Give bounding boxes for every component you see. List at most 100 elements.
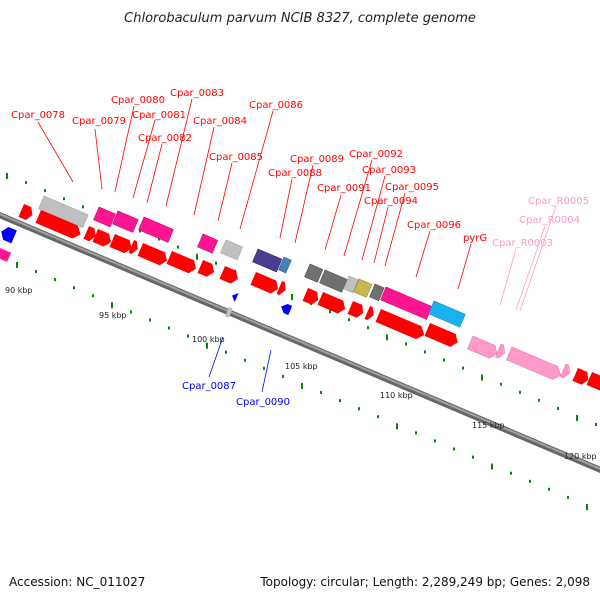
rna-gene-arrow — [560, 363, 570, 379]
feature-box — [93, 206, 116, 228]
gene-arrow — [347, 301, 364, 318]
gene-arrow — [35, 210, 81, 239]
feature-box — [278, 256, 292, 274]
rna-gene-arrow — [506, 346, 562, 380]
minor-tick — [149, 318, 151, 322]
feature-box — [112, 210, 139, 233]
minor-tick — [462, 366, 464, 370]
gene-arrow — [586, 372, 600, 393]
minor-tick — [177, 245, 179, 249]
major-tick — [16, 262, 18, 268]
leader-line — [294, 164, 314, 244]
gene-label[interactable]: Cpar_0085 — [209, 152, 263, 163]
leader-line — [261, 349, 272, 393]
gene-label[interactable]: Cpar_0081 — [132, 110, 186, 121]
feature-box — [319, 269, 348, 293]
minor-tick — [567, 495, 569, 499]
leader-line — [499, 248, 517, 306]
minor-tick — [434, 439, 436, 443]
gene-label[interactable]: Cpar_0079 — [72, 116, 126, 127]
accession-label: Accession: NC_011027 — [9, 575, 145, 589]
gene-label[interactable]: Cpar_0087 — [182, 381, 236, 392]
minor-tick — [453, 447, 455, 451]
gene-arrow — [572, 368, 589, 385]
gene-label[interactable]: Cpar_0086 — [249, 100, 303, 111]
gene-arrow — [128, 240, 138, 255]
gene-label[interactable]: Cpar_0095 — [385, 182, 439, 193]
reverse-gene-arrow — [232, 292, 239, 303]
gene-label[interactable]: Cpar_0090 — [236, 397, 290, 408]
gene-label[interactable]: Cpar_0084 — [193, 116, 247, 127]
gene-arrow — [250, 272, 279, 294]
minor-tick — [367, 326, 369, 330]
major-tick — [396, 423, 398, 430]
leader-line — [94, 128, 103, 190]
gene-label[interactable]: Cpar_0094 — [364, 196, 418, 207]
minor-tick — [424, 350, 426, 354]
gene-label[interactable]: Cpar_0083 — [170, 88, 224, 99]
label-leader-lines — [37, 98, 557, 393]
minor-tick — [25, 181, 27, 185]
gene-label[interactable]: Cpar_0093 — [362, 165, 416, 176]
minor-tick — [443, 358, 445, 362]
leader-line — [132, 119, 156, 199]
leader-line — [373, 206, 389, 264]
minor-tick — [415, 431, 417, 435]
gene-label[interactable]: Cpar_0088 — [268, 168, 322, 179]
major-tick — [386, 334, 388, 341]
gene-label[interactable]: Cpar_0080 — [111, 95, 165, 106]
gene-arrow — [375, 309, 425, 340]
minor-tick — [158, 237, 160, 241]
gene-arrow — [109, 234, 132, 254]
gene-label[interactable]: Cpar_R0003 — [492, 238, 553, 249]
major-tick — [491, 463, 493, 470]
leader-line — [217, 162, 233, 222]
minor-tick — [130, 310, 132, 314]
reverse-gene-arrow — [281, 303, 293, 316]
rna-gene-arrow — [495, 343, 505, 359]
minor-tick — [139, 229, 141, 233]
inner-tick-ring — [16, 262, 588, 510]
gene-label[interactable]: Cpar_0092 — [349, 149, 403, 160]
scale-label: 110 kbp — [380, 391, 413, 400]
gene-label[interactable]: Cpar_0091 — [317, 183, 371, 194]
gene-arrow — [424, 323, 458, 347]
minor-tick — [348, 318, 350, 322]
minor-tick — [187, 334, 189, 338]
gene-label[interactable]: Cpar_0082 — [138, 133, 192, 144]
major-tick — [481, 374, 483, 381]
feature-band — [38, 195, 466, 328]
minor-tick — [500, 382, 502, 386]
gene-arrow — [137, 243, 167, 266]
feature-box — [220, 239, 243, 261]
leader-line — [384, 192, 406, 267]
minor-tick — [595, 423, 597, 426]
gene-label[interactable]: Cpar_R0005 — [528, 196, 589, 207]
gene-labels: Cpar_0078 Cpar_0079 Cpar_0080 Cpar_0081 … — [11, 88, 589, 408]
leader-line — [343, 159, 373, 257]
feature-box — [38, 195, 89, 228]
minor-tick — [63, 197, 65, 201]
minor-tick — [405, 342, 407, 346]
minor-tick — [215, 261, 217, 265]
gene-label[interactable]: Cpar_R0004 — [519, 215, 580, 226]
gene-arrow — [197, 260, 215, 277]
minor-tick — [519, 390, 521, 394]
minor-tick — [329, 310, 331, 314]
leader-line — [515, 225, 546, 311]
gene-label[interactable]: Cpar_0089 — [290, 154, 344, 165]
gene-label[interactable]: pyrG — [463, 233, 487, 244]
gene-label[interactable]: Cpar_0096 — [407, 220, 461, 231]
feature-box — [197, 233, 219, 254]
gene-label[interactable]: Cpar_0078 — [11, 110, 65, 121]
reverse-strand-track — [0, 226, 293, 318]
feature-box — [304, 263, 324, 283]
leader-line — [279, 178, 293, 239]
feature-box — [369, 283, 385, 302]
forward-strand-track — [18, 204, 600, 393]
scale-label: 115 kbp — [472, 421, 505, 430]
scale-label: 95 kbp — [99, 311, 127, 320]
minor-tick — [472, 455, 474, 459]
